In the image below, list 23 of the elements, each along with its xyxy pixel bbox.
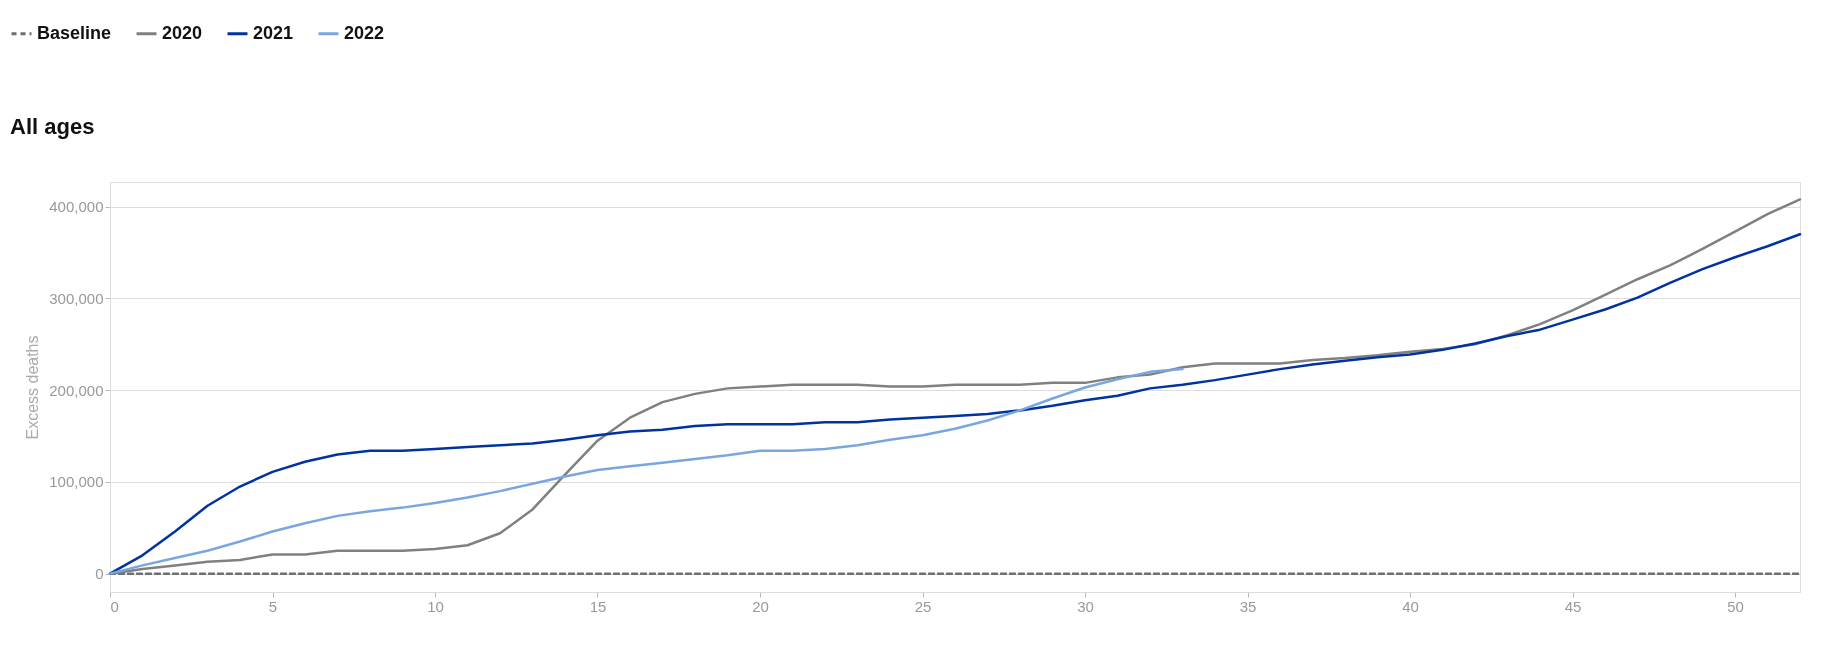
chart-title: All ages (10, 114, 95, 139)
x-tick-label: 30 (1077, 597, 1094, 615)
x-tick-label: 35 (1239, 597, 1257, 615)
x-tick-label: 20 (752, 597, 769, 615)
x-tick-label: 5 (268, 597, 278, 615)
y-tick-label: 100,000 (49, 473, 104, 491)
x-tick-label: 40 (1402, 597, 1419, 615)
legend-label: 2022 (344, 22, 385, 43)
x-tick-label: 25 (914, 597, 932, 615)
line-series (108, 367, 1184, 575)
y-tick-label: 200,000 (49, 381, 104, 399)
legend-label: 2021 (253, 22, 294, 43)
y-axis-title: Excess deaths (24, 335, 42, 440)
x-tick-label: 50 (1727, 597, 1744, 615)
legend-label: 2020 (162, 22, 203, 43)
x-tick-label: 15 (589, 597, 607, 615)
legend-label: Baseline (37, 22, 112, 43)
y-tick-label: 400,000 (49, 198, 104, 216)
y-tick-label: 0 (95, 565, 104, 583)
x-tick-label: 10 (427, 597, 444, 615)
x-tick-label: 0 (110, 597, 119, 615)
y-tick-label: 300,000 (49, 289, 104, 307)
x-tick-label: 45 (1564, 597, 1582, 615)
